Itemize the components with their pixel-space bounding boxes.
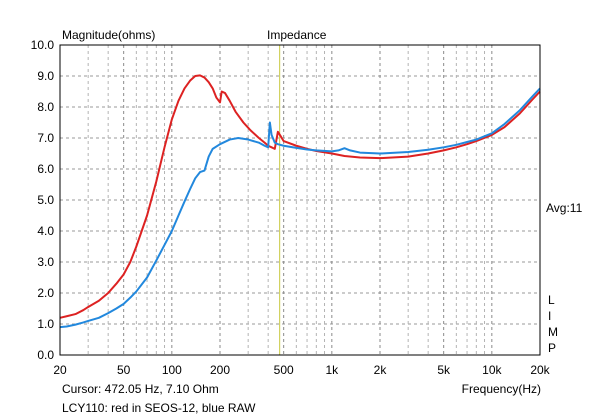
cursor-readout: Cursor: 472.05 Hz, 7.10 Ohm	[62, 382, 219, 396]
x-tick-label: 20	[53, 363, 67, 377]
series-group	[59, 74, 541, 329]
y-tick-label: 0.0	[37, 348, 54, 362]
y-axis-label: Magnitude(ohms)	[62, 28, 155, 42]
limp-letter: M	[548, 325, 558, 339]
x-tick-label: 2k	[374, 363, 388, 377]
limp-letter: P	[548, 341, 556, 355]
x-tick-labels: 20 50 100 200 500 1k 2k 5k 10k 20k	[53, 363, 550, 377]
x-tick-label: 100	[162, 363, 182, 377]
y-tick-label: 3.0	[37, 255, 54, 269]
y-tick-labels: 0.0 1.0 2.0 3.0 4.0 5.0 6.0 7.0 8.0 9.0 10.0	[31, 38, 55, 362]
blue-series-line	[59, 87, 541, 329]
y-tick-label: 1.0	[37, 317, 54, 331]
y-tick-label: 9.0	[37, 69, 54, 83]
x-tick-label: 20k	[530, 363, 550, 377]
x-tick-label: 1k	[325, 363, 339, 377]
plot-frame	[59, 44, 541, 356]
y-tick-label: 4.0	[37, 224, 54, 238]
red-series-line	[59, 74, 541, 319]
x-tick-label: 200	[210, 363, 230, 377]
y-tick-label: 10.0	[31, 38, 55, 52]
y-tick-label: 6.0	[37, 162, 54, 176]
chart-title: Impedance	[267, 28, 327, 42]
y-tick-label: 8.0	[37, 100, 54, 114]
limp-letter: L	[548, 293, 555, 307]
limp-letter: I	[548, 309, 551, 323]
y-tick-label: 7.0	[37, 131, 54, 145]
x-tick-label: 5k	[437, 363, 451, 377]
x-tick-label: 50	[117, 363, 131, 377]
avg-label: Avg:11	[546, 201, 583, 215]
chart-caption: LCY110: red in SEOS-12, blue RAW	[62, 401, 256, 415]
x-axis-label: Frequency(Hz)	[462, 382, 541, 396]
grid	[60, 45, 540, 355]
y-tick-label: 2.0	[37, 286, 54, 300]
x-tick-label: 500	[274, 363, 294, 377]
y-tick-label: 5.0	[37, 193, 54, 207]
x-tick-label: 10k	[482, 363, 502, 377]
